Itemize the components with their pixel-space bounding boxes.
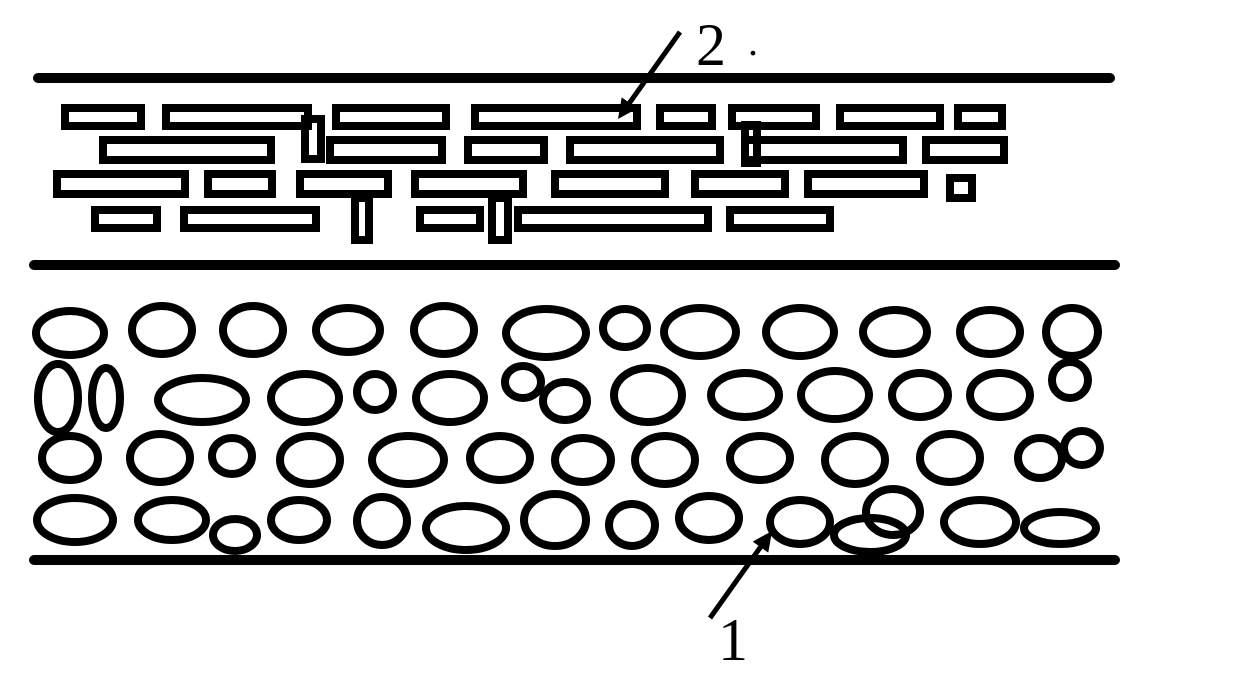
particle-ellipse (92, 368, 120, 428)
particle-ellipse (213, 519, 257, 551)
platelet-rect (415, 174, 523, 194)
label-1: 1 (718, 607, 748, 673)
particle-ellipse (36, 311, 104, 355)
particle-ellipse (603, 309, 647, 347)
platelet-rect (475, 108, 637, 126)
platelet-rect (555, 174, 665, 194)
particle-ellipse (316, 308, 380, 352)
particle-ellipse (1046, 308, 1098, 356)
particle-ellipse (357, 497, 407, 545)
platelet-rect (926, 140, 1004, 160)
particle-ellipse (138, 500, 206, 540)
platelet-rect (730, 210, 830, 228)
particle-ellipse (132, 306, 192, 354)
particle-ellipse (280, 436, 340, 484)
particle-ellipse (825, 436, 885, 484)
particle-ellipse (1024, 512, 1096, 544)
particle-ellipse (37, 498, 113, 542)
particle-ellipse (212, 438, 252, 474)
particle-ellipse (614, 368, 682, 422)
particle-ellipse (414, 306, 474, 354)
particle-ellipse (711, 373, 779, 417)
platelet-rect (468, 140, 544, 160)
platelet-rect (166, 108, 308, 126)
particle-ellipse (38, 364, 78, 432)
label-2: 2 (696, 12, 726, 78)
particle-ellipse (635, 436, 695, 484)
platelet-rect (330, 140, 442, 160)
particle-ellipse (505, 366, 541, 398)
particle-ellipse (863, 310, 927, 354)
platelet-rect (950, 178, 972, 198)
particle-ellipse (970, 373, 1030, 417)
platelet-rect (208, 174, 272, 194)
arrow-bottom-head (753, 531, 772, 553)
particle-ellipse (730, 436, 790, 480)
layer-diagram: 2 1. (0, 0, 1239, 674)
particle-ellipse (130, 434, 190, 482)
particle-ellipse (416, 374, 484, 422)
particle-ellipse (271, 500, 327, 540)
label-dot: . (748, 19, 758, 64)
particle-ellipse (944, 500, 1016, 544)
platelet-rect (184, 210, 316, 228)
platelet-rect (958, 108, 1002, 126)
platelet-rect (570, 140, 720, 160)
particle-ellipse (357, 374, 393, 410)
platelet-rect (305, 119, 321, 159)
particle-ellipse (770, 500, 830, 544)
platelet-rect (660, 108, 712, 126)
particle-ellipse (158, 378, 246, 422)
particle-ellipse (960, 310, 1020, 354)
platelet-rect (745, 140, 903, 160)
particle-ellipse (223, 306, 283, 354)
platelet-rect (95, 210, 157, 228)
arrow-top-line (628, 32, 680, 105)
platelet-rect (695, 174, 785, 194)
particle-ellipse (664, 308, 736, 356)
particle-ellipse (609, 504, 655, 546)
platelet-rect (65, 108, 141, 126)
particle-ellipse (892, 373, 948, 417)
platelet-rect (103, 140, 271, 160)
particle-ellipse (555, 438, 611, 482)
particle-ellipse (271, 374, 339, 422)
particle-ellipse (1018, 438, 1062, 478)
particle-ellipse (372, 436, 444, 484)
particle-ellipse (866, 489, 920, 535)
particle-ellipse (679, 496, 739, 540)
platelet-rect (518, 210, 708, 228)
platelet-rect (840, 108, 940, 126)
particle-ellipse (801, 371, 869, 419)
platelet-rect (355, 198, 369, 240)
platelet-rect (57, 174, 185, 194)
platelet-rect (420, 210, 480, 228)
particle-ellipse (920, 434, 980, 482)
particle-ellipse (524, 494, 586, 546)
particle-ellipse (506, 309, 586, 357)
platelet-rect (492, 198, 508, 240)
particle-ellipse (543, 382, 587, 420)
particle-ellipse (766, 308, 834, 356)
platelet-rect (808, 174, 924, 194)
platelet-rect (300, 174, 388, 194)
platelet-rect (336, 108, 446, 126)
particle-ellipse (1064, 431, 1100, 465)
particle-ellipse (42, 436, 98, 480)
particle-ellipse (426, 506, 506, 550)
particle-ellipse (1052, 362, 1088, 398)
particle-ellipse (470, 436, 530, 480)
